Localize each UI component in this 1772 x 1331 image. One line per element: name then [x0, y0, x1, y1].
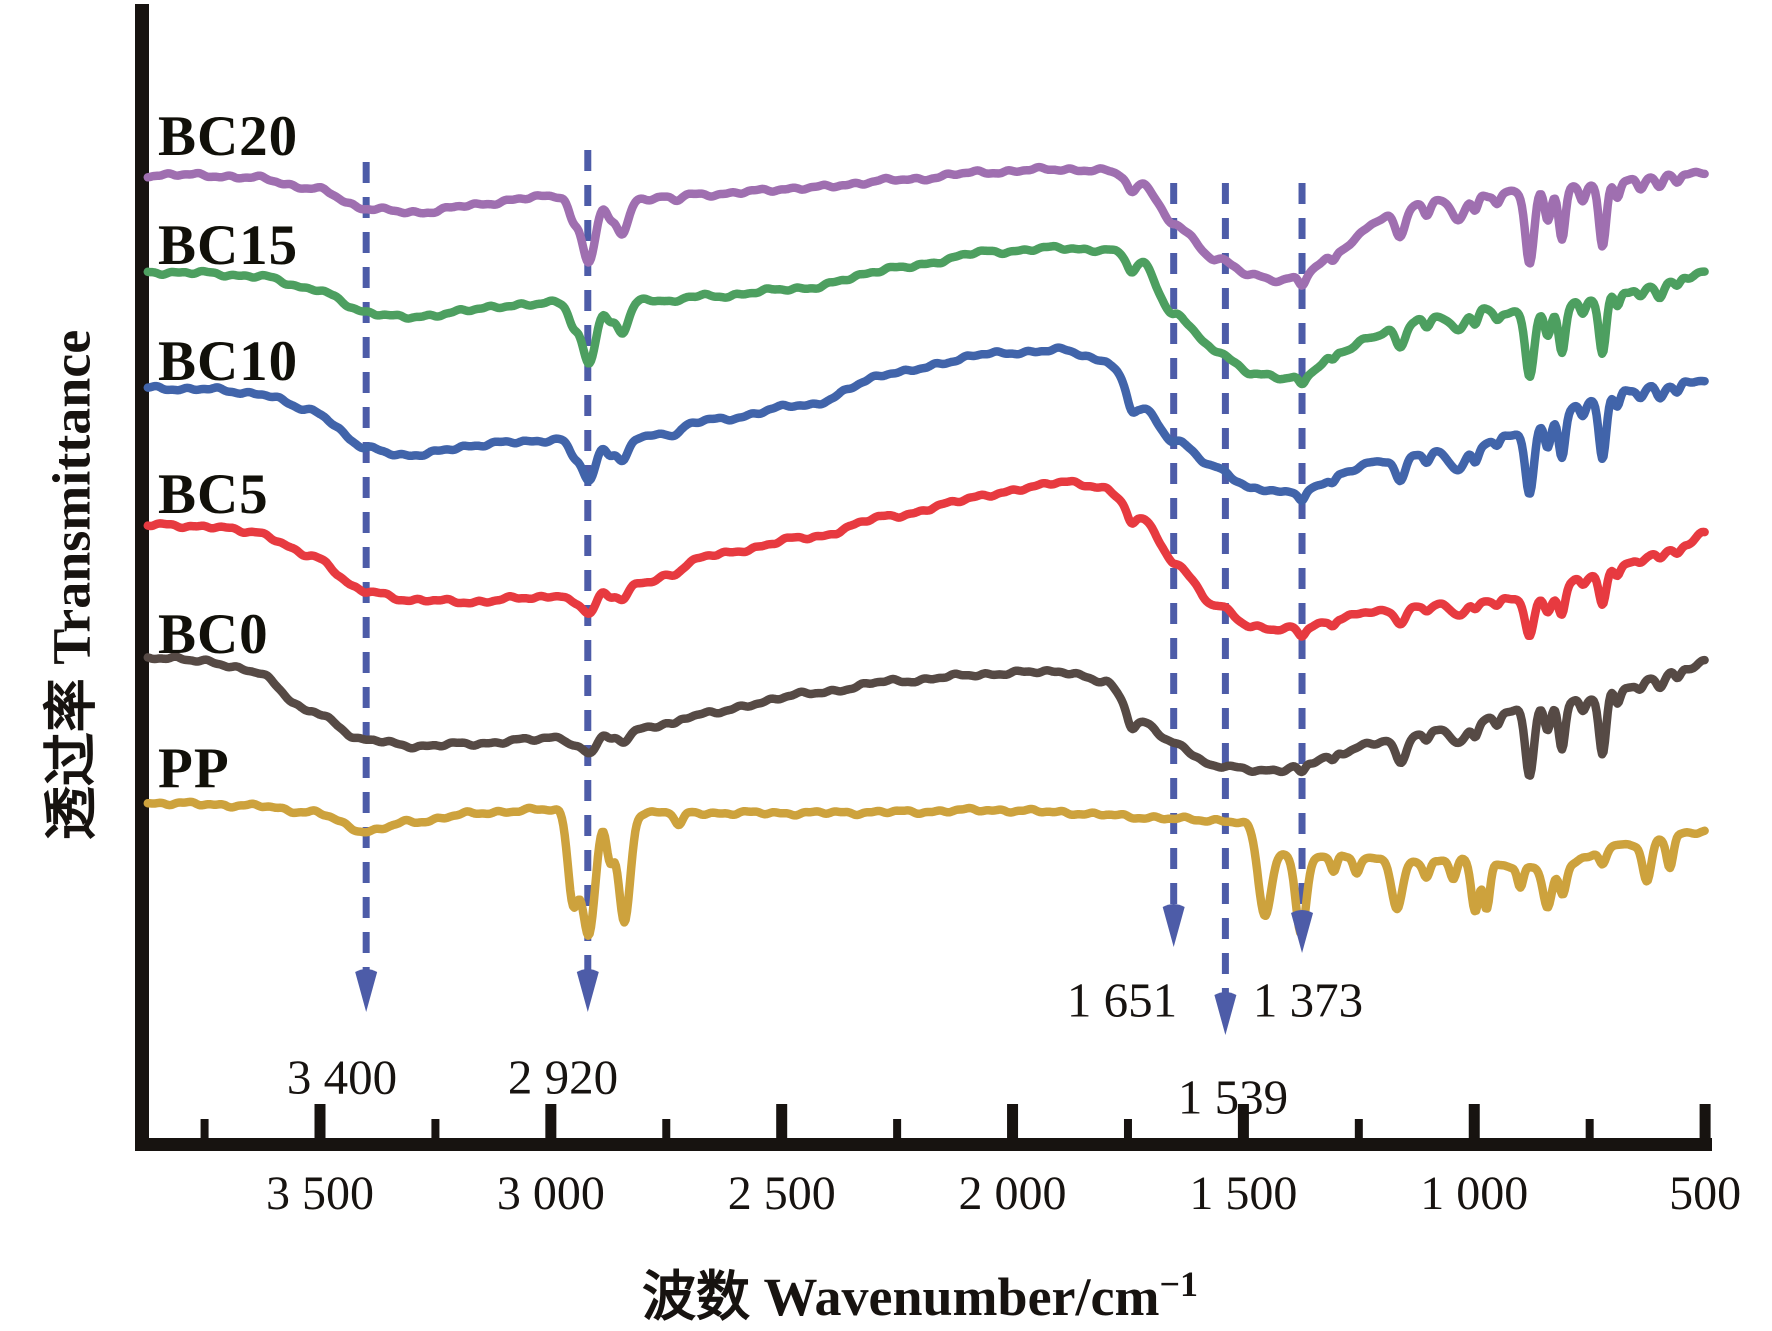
spectrum-curve-bc20	[143, 162, 1709, 290]
series-label-bc20: BC20	[158, 105, 299, 168]
peak-annotation-3400: 3 400	[286, 1049, 398, 1105]
y-axis-title: 透过率 Transmittance	[41, 329, 102, 841]
spectrum-curve-bc5	[143, 476, 1709, 641]
peak-marker-dashed-lines	[362, 150, 1306, 999]
x-tick-label-1500: 1 500	[1189, 1167, 1298, 1220]
peak-annotation-1373: 1 373	[1252, 972, 1364, 1028]
peak-annotation-1651: 1 651	[1066, 972, 1178, 1028]
x-tick-label-1000: 1 000	[1420, 1167, 1529, 1220]
series-label-bc0: BC0	[158, 603, 269, 666]
superscript-minus-one: −1	[1159, 1264, 1198, 1304]
x-axis-title: 波数 Wavenumber/cm−1	[642, 1264, 1198, 1327]
spectra-curves	[143, 162, 1709, 940]
series-label-pp: PP	[158, 737, 230, 800]
series-label-bc10: BC10	[158, 330, 299, 393]
spectrum-curve-pp	[143, 797, 1709, 940]
peak-annotation-2920: 2 920	[507, 1049, 619, 1105]
spectrum-curve-bc15	[143, 241, 1709, 389]
x-tick-label-3500: 3 500	[266, 1167, 374, 1220]
spectrum-curve-bc10	[143, 343, 1709, 505]
x-tick-label-500: 500	[1669, 1167, 1742, 1220]
x-tick-label-3000: 3 000	[496, 1167, 605, 1220]
peak-annotation-1539: 1 539	[1177, 1069, 1289, 1125]
spectrum-curve-bc0	[143, 652, 1709, 780]
series-label-bc5: BC5	[158, 463, 269, 526]
axes	[135, 4, 1712, 1151]
x-tick-label-2000: 2 000	[958, 1167, 1067, 1220]
series-label-bc15: BC15	[158, 214, 299, 277]
peak-marker-arrowheads	[355, 904, 1314, 1035]
x-tick-label-2500: 2 500	[727, 1167, 836, 1220]
